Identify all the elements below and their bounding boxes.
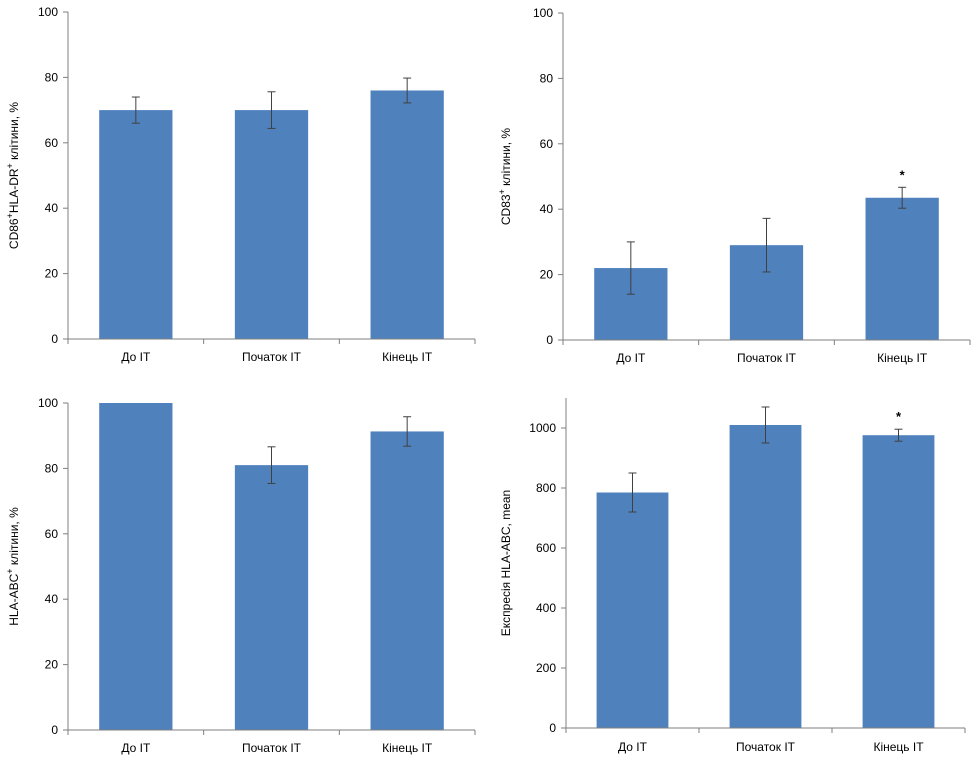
- chart-panel-cd86-hla-dr: 0 20 40 60 80 100 До IT Початок IT Кінець IT CD86…: [5, 5, 476, 364]
- bar: [596, 492, 669, 728]
- bar: [234, 110, 309, 339]
- bar: [370, 431, 444, 730]
- x-tick-label: Кінець IT: [382, 350, 433, 364]
- bar: [99, 403, 173, 730]
- chart-panel-hla-abc-percent: 0 20 40 60 80 100 До IT Початок IT Кінець IT HLA-…: [5, 396, 476, 755]
- y-tick-label: 80: [45, 461, 59, 475]
- y-tick-label: 20: [45, 267, 59, 281]
- x-tick-label: До IT: [618, 740, 648, 754]
- y-tick-label: 100: [533, 6, 553, 20]
- y-tick-label: 80: [45, 70, 59, 84]
- bar: [862, 435, 935, 728]
- x-tick-label: Початок IT: [736, 740, 796, 754]
- x-tick-label: Початок IT: [242, 350, 302, 364]
- y-axis-label: CD83+ клітини, %: [497, 128, 513, 226]
- y-tick-label: 0: [51, 332, 58, 346]
- y-tick-label: 100: [38, 5, 58, 19]
- y-tick-label: 40: [540, 202, 554, 216]
- y-tick-label: 60: [540, 137, 554, 151]
- x-tick-label: До IT: [121, 741, 151, 755]
- y-tick-label: 600: [536, 541, 556, 555]
- bar: [234, 465, 309, 730]
- bar: [99, 110, 173, 339]
- y-tick-label: 0: [546, 333, 553, 347]
- y-axis-label: Експресія HLA-ABC, mean: [499, 490, 513, 636]
- chart-panel-cd83: * 0 20 40 60 80 100 До IT Початок IT Кінець IT CD8…: [497, 6, 971, 365]
- y-tick-label: 200: [536, 661, 556, 675]
- chart-panel-hla-abc-mean: * 0 200 400 600 800 1000 До IT Початок IT Кінець …: [499, 398, 966, 754]
- y-tick-label: 60: [45, 527, 59, 541]
- bar: [370, 90, 444, 339]
- y-tick-label: 40: [45, 592, 59, 606]
- y-tick-label: 0: [51, 723, 58, 737]
- bar: [865, 197, 939, 340]
- x-tick-label: Кінець IT: [382, 741, 433, 755]
- x-tick-label: До IT: [616, 351, 646, 365]
- bar: [729, 425, 802, 728]
- y-tick-label: 60: [45, 136, 59, 150]
- x-tick-label: Початок IT: [737, 351, 797, 365]
- y-tick-label: 20: [45, 658, 59, 672]
- y-tick-label: 800: [536, 481, 556, 495]
- y-tick-label: 40: [45, 201, 59, 215]
- y-tick-label: 0: [549, 721, 556, 735]
- x-tick-label: Кінець IT: [877, 351, 928, 365]
- x-tick-label: До IT: [121, 350, 151, 364]
- y-tick-label: 400: [536, 601, 556, 615]
- significance-mark: *: [896, 409, 902, 424]
- y-tick-label: 1000: [529, 421, 556, 435]
- y-tick-label: 20: [540, 268, 554, 282]
- x-tick-label: Початок IT: [242, 741, 302, 755]
- y-axis-label: HLA-ABC+ клітини, %: [5, 507, 21, 626]
- y-tick-label: 80: [540, 71, 554, 85]
- y-tick-label: 100: [38, 396, 58, 410]
- x-tick-label: Кінець IT: [873, 740, 924, 754]
- y-axis-label: CD86+HLA-DR+ клітини, %: [5, 102, 21, 249]
- significance-mark: *: [900, 167, 906, 182]
